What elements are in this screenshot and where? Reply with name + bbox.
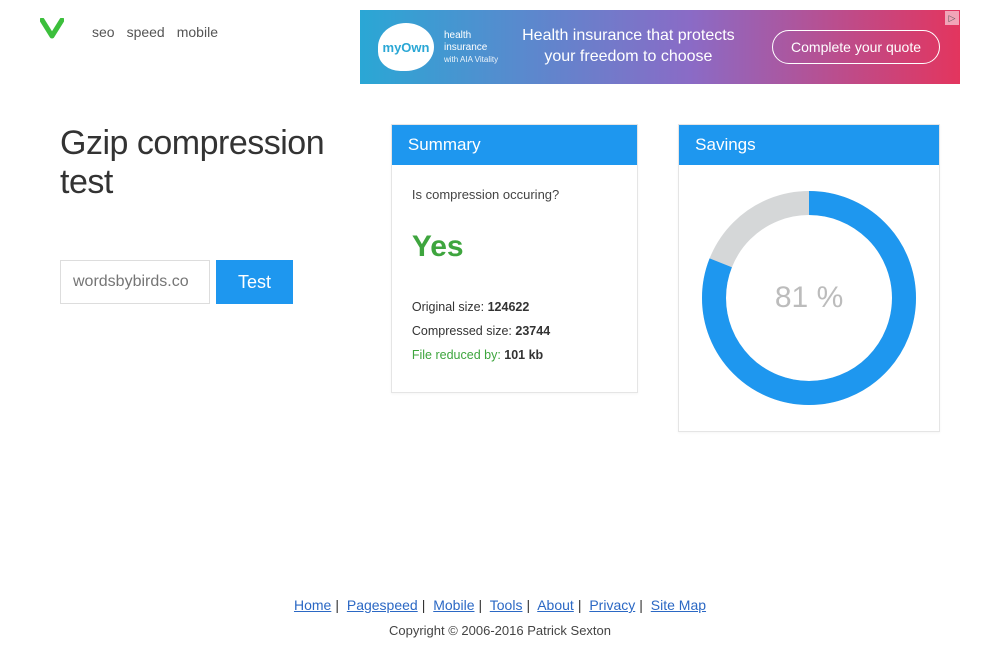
ad-cta-button[interactable]: Complete your quote	[772, 30, 940, 64]
copyright: Copyright © 2006-2016 Patrick Sexton	[0, 623, 1000, 638]
summary-body: Is compression occuring? Yes Original si…	[392, 165, 637, 392]
main-content: Gzip compression test Test Summary Is co…	[0, 84, 1000, 432]
footer-link-about[interactable]: About	[537, 597, 574, 613]
ad-subtext: health insurance with AIA Vitality	[444, 30, 498, 65]
savings-percent-label: 81 %	[694, 183, 924, 413]
ad-banner[interactable]: ▷ myOwn health insurance with AIA Vitali…	[360, 10, 960, 84]
savings-header: Savings	[679, 125, 939, 165]
nav-links: seo speed mobile	[92, 24, 218, 40]
test-form: Test	[60, 260, 351, 304]
footer-link-mobile[interactable]: Mobile	[433, 597, 474, 613]
compressed-size-line: Compressed size: 23744	[412, 324, 617, 338]
ad-sub-line2: insurance	[444, 42, 498, 55]
original-size-label: Original size:	[412, 300, 484, 314]
footer-link-tools[interactable]: Tools	[490, 597, 523, 613]
ad-logo: myOwn	[378, 23, 434, 71]
reduced-value: 101 kb	[504, 348, 543, 362]
test-button[interactable]: Test	[216, 260, 293, 304]
reduced-line: File reduced by: 101 kb	[412, 348, 617, 362]
footer-link-privacy[interactable]: Privacy	[589, 597, 635, 613]
compressed-size-value: 23744	[515, 324, 550, 338]
summary-card: Summary Is compression occuring? Yes Ori…	[391, 124, 638, 393]
savings-card: Savings 81 %	[678, 124, 940, 432]
summary-header: Summary	[392, 125, 637, 165]
reduced-label: File reduced by:	[412, 348, 501, 362]
ad-info-icon[interactable]: ▷	[945, 11, 959, 25]
ad-headline-line2: your freedom to choose	[522, 47, 735, 68]
compression-question: Is compression occuring?	[412, 187, 617, 202]
nav-speed[interactable]: speed	[127, 24, 165, 40]
footer-links: Home| Pagespeed| Mobile| Tools| About| P…	[0, 597, 1000, 613]
site-logo[interactable]	[40, 18, 64, 40]
ad-headline: Health insurance that protects your free…	[522, 26, 735, 68]
ad-sub-line1: health	[444, 30, 498, 43]
top-bar: seo speed mobile ▷ myOwn health insuranc…	[0, 0, 1000, 84]
compression-answer: Yes	[412, 230, 617, 264]
savings-donut: 81 %	[694, 183, 924, 413]
page-title: Gzip compression test	[60, 124, 351, 202]
left-column: Gzip compression test Test	[60, 124, 351, 304]
footer-link-sitemap[interactable]: Site Map	[651, 597, 706, 613]
nav-mobile[interactable]: mobile	[177, 24, 218, 40]
ad-headline-line1: Health insurance that protects	[522, 26, 735, 47]
nav-seo[interactable]: seo	[92, 24, 115, 40]
footer: Home| Pagespeed| Mobile| Tools| About| P…	[0, 597, 1000, 638]
footer-link-home[interactable]: Home	[294, 597, 331, 613]
original-size-value: 124622	[488, 300, 530, 314]
compressed-size-label: Compressed size:	[412, 324, 512, 338]
original-size-line: Original size: 124622	[412, 300, 617, 314]
savings-body: 81 %	[679, 165, 939, 431]
ad-sub-line3: with AIA Vitality	[444, 55, 498, 65]
footer-link-pagespeed[interactable]: Pagespeed	[347, 597, 418, 613]
url-input[interactable]	[60, 260, 210, 304]
